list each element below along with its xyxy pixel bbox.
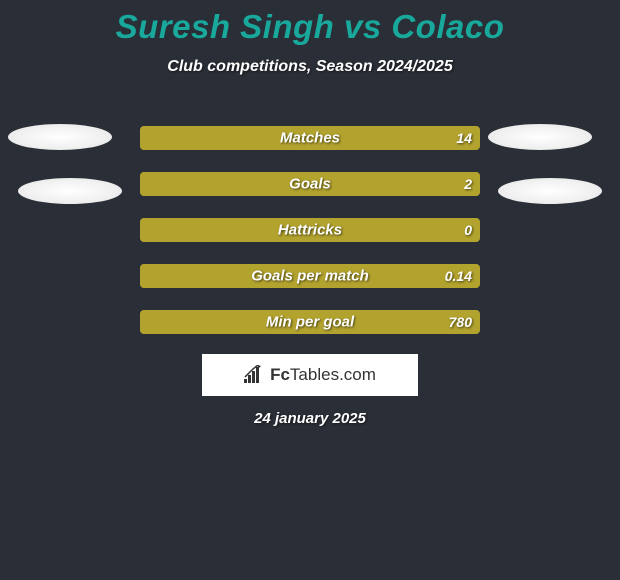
stat-value: 14 [456,130,472,146]
page-subtitle: Club competitions, Season 2024/2025 [0,58,620,76]
stat-bar-min-per-goal: Min per goal 780 [140,310,480,334]
stat-value: 2 [464,176,472,192]
stat-bar-hattricks: Hattricks 0 [140,218,480,242]
page-title: Suresh Singh vs Colaco [0,0,620,46]
player-oval-2 [488,124,592,150]
bar-chart-icon [244,365,266,385]
stat-value: 780 [449,314,472,330]
stat-bar-goals-per-match: Goals per match 0.14 [140,264,480,288]
player-oval-3 [498,178,602,204]
stat-value: 0 [464,222,472,238]
logo-text: FcTables.com [270,365,376,385]
stats-area: Matches 14 Goals 2 Hattricks 0 Goals per match… [140,126,480,356]
date-text: 24 january 2025 [0,410,620,427]
stat-bar-goals: Goals 2 [140,172,480,196]
stat-value: 0.14 [445,268,472,284]
stat-label: Matches [280,130,340,147]
stat-label: Goals per match [251,268,369,285]
stat-label: Min per goal [266,314,354,331]
stat-bar-matches: Matches 14 [140,126,480,150]
stat-label: Goals [289,176,331,193]
fctables-logo: FcTables.com [202,354,418,396]
player-oval-0 [8,124,112,150]
stat-label: Hattricks [278,222,342,239]
player-oval-1 [18,178,122,204]
